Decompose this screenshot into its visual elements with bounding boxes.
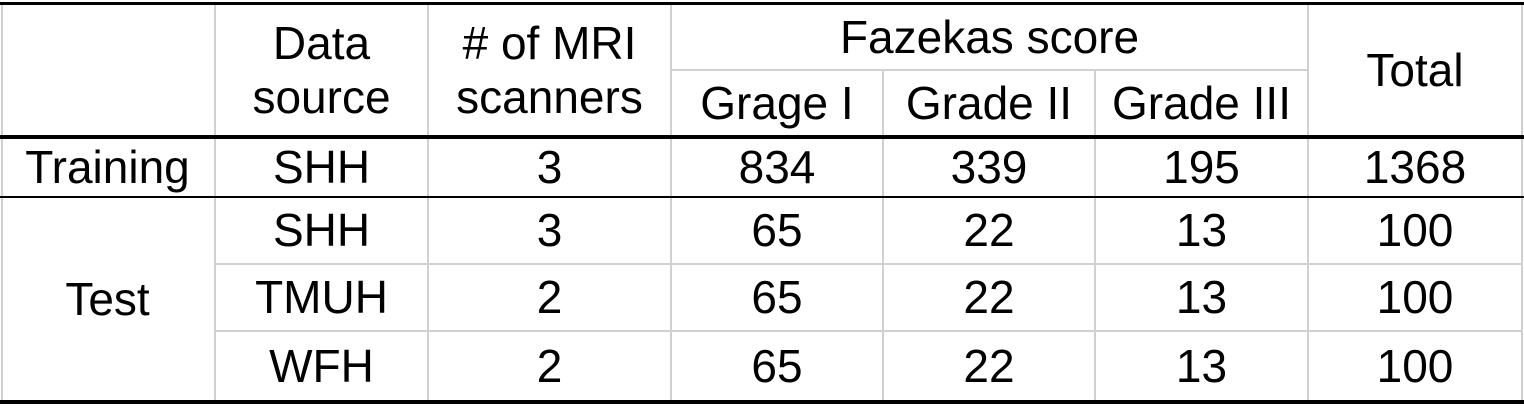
cell-source: SHH: [272, 141, 371, 194]
cell-grade-3: 195: [1163, 141, 1240, 194]
header-grade-1: Grage I: [700, 76, 854, 129]
header-fazekas: Fazekas score: [839, 10, 1140, 63]
cell-total: 100: [1376, 271, 1454, 324]
grid-line: [1, 4, 3, 402]
test-label: Test: [65, 272, 150, 325]
cell-source: TMUH: [255, 271, 388, 324]
grid-line: [214, 4, 216, 402]
cell-grade-2: 22: [963, 271, 1015, 324]
cell-grade-3: 13: [1175, 204, 1228, 257]
cell-scanners: 3: [536, 204, 563, 257]
grid-line: [671, 69, 1308, 71]
cell-grade-2: 22: [963, 339, 1015, 392]
cell-grade-1: 65: [751, 339, 803, 392]
header-text: Data: [272, 16, 371, 69]
top-rule: [0, 2, 1524, 5]
training-label: Training: [25, 141, 190, 194]
header-grade-2: Grade II: [905, 76, 1073, 129]
grid-line: [1521, 4, 1523, 402]
cell-scanners: 2: [536, 339, 563, 392]
training-rule: [0, 196, 1524, 198]
grid-line: [427, 4, 429, 402]
cell-grade-2: 339: [950, 141, 1028, 194]
header-rule: [0, 135, 1524, 139]
header-data-source: Data source: [215, 5, 428, 135]
grid-line: [670, 4, 672, 402]
grid-line: [215, 330, 1523, 332]
header-text: scanners: [456, 71, 643, 123]
cell-grade-3: 13: [1175, 271, 1228, 324]
header-scanners: # of MRI scanners: [428, 5, 671, 135]
cell-grade-1: 65: [751, 204, 803, 257]
grid-line: [882, 70, 884, 402]
cell-total: 1368: [1363, 141, 1467, 194]
header-grade-3: Grade III: [1112, 76, 1291, 129]
header-total: Total: [1366, 43, 1464, 96]
cell-grade-1: 834: [738, 141, 816, 194]
header-text: # of MRI: [462, 16, 637, 69]
cell-scanners: 3: [536, 141, 563, 194]
header-text: source: [252, 71, 391, 123]
cell-source: WFH: [269, 339, 374, 392]
cell-total: 100: [1376, 339, 1454, 392]
cell-scanners: 2: [536, 271, 563, 324]
cell-grade-2: 22: [963, 204, 1015, 257]
cell-grade-1: 65: [751, 271, 803, 324]
cell-total: 100: [1376, 204, 1454, 257]
grid-line: [215, 263, 1523, 265]
grid-line: [1094, 70, 1096, 402]
grid-line: [1307, 4, 1309, 402]
cell-grade-3: 13: [1175, 339, 1228, 392]
bottom-rule: [0, 400, 1524, 404]
cell-source: SHH: [272, 204, 371, 257]
